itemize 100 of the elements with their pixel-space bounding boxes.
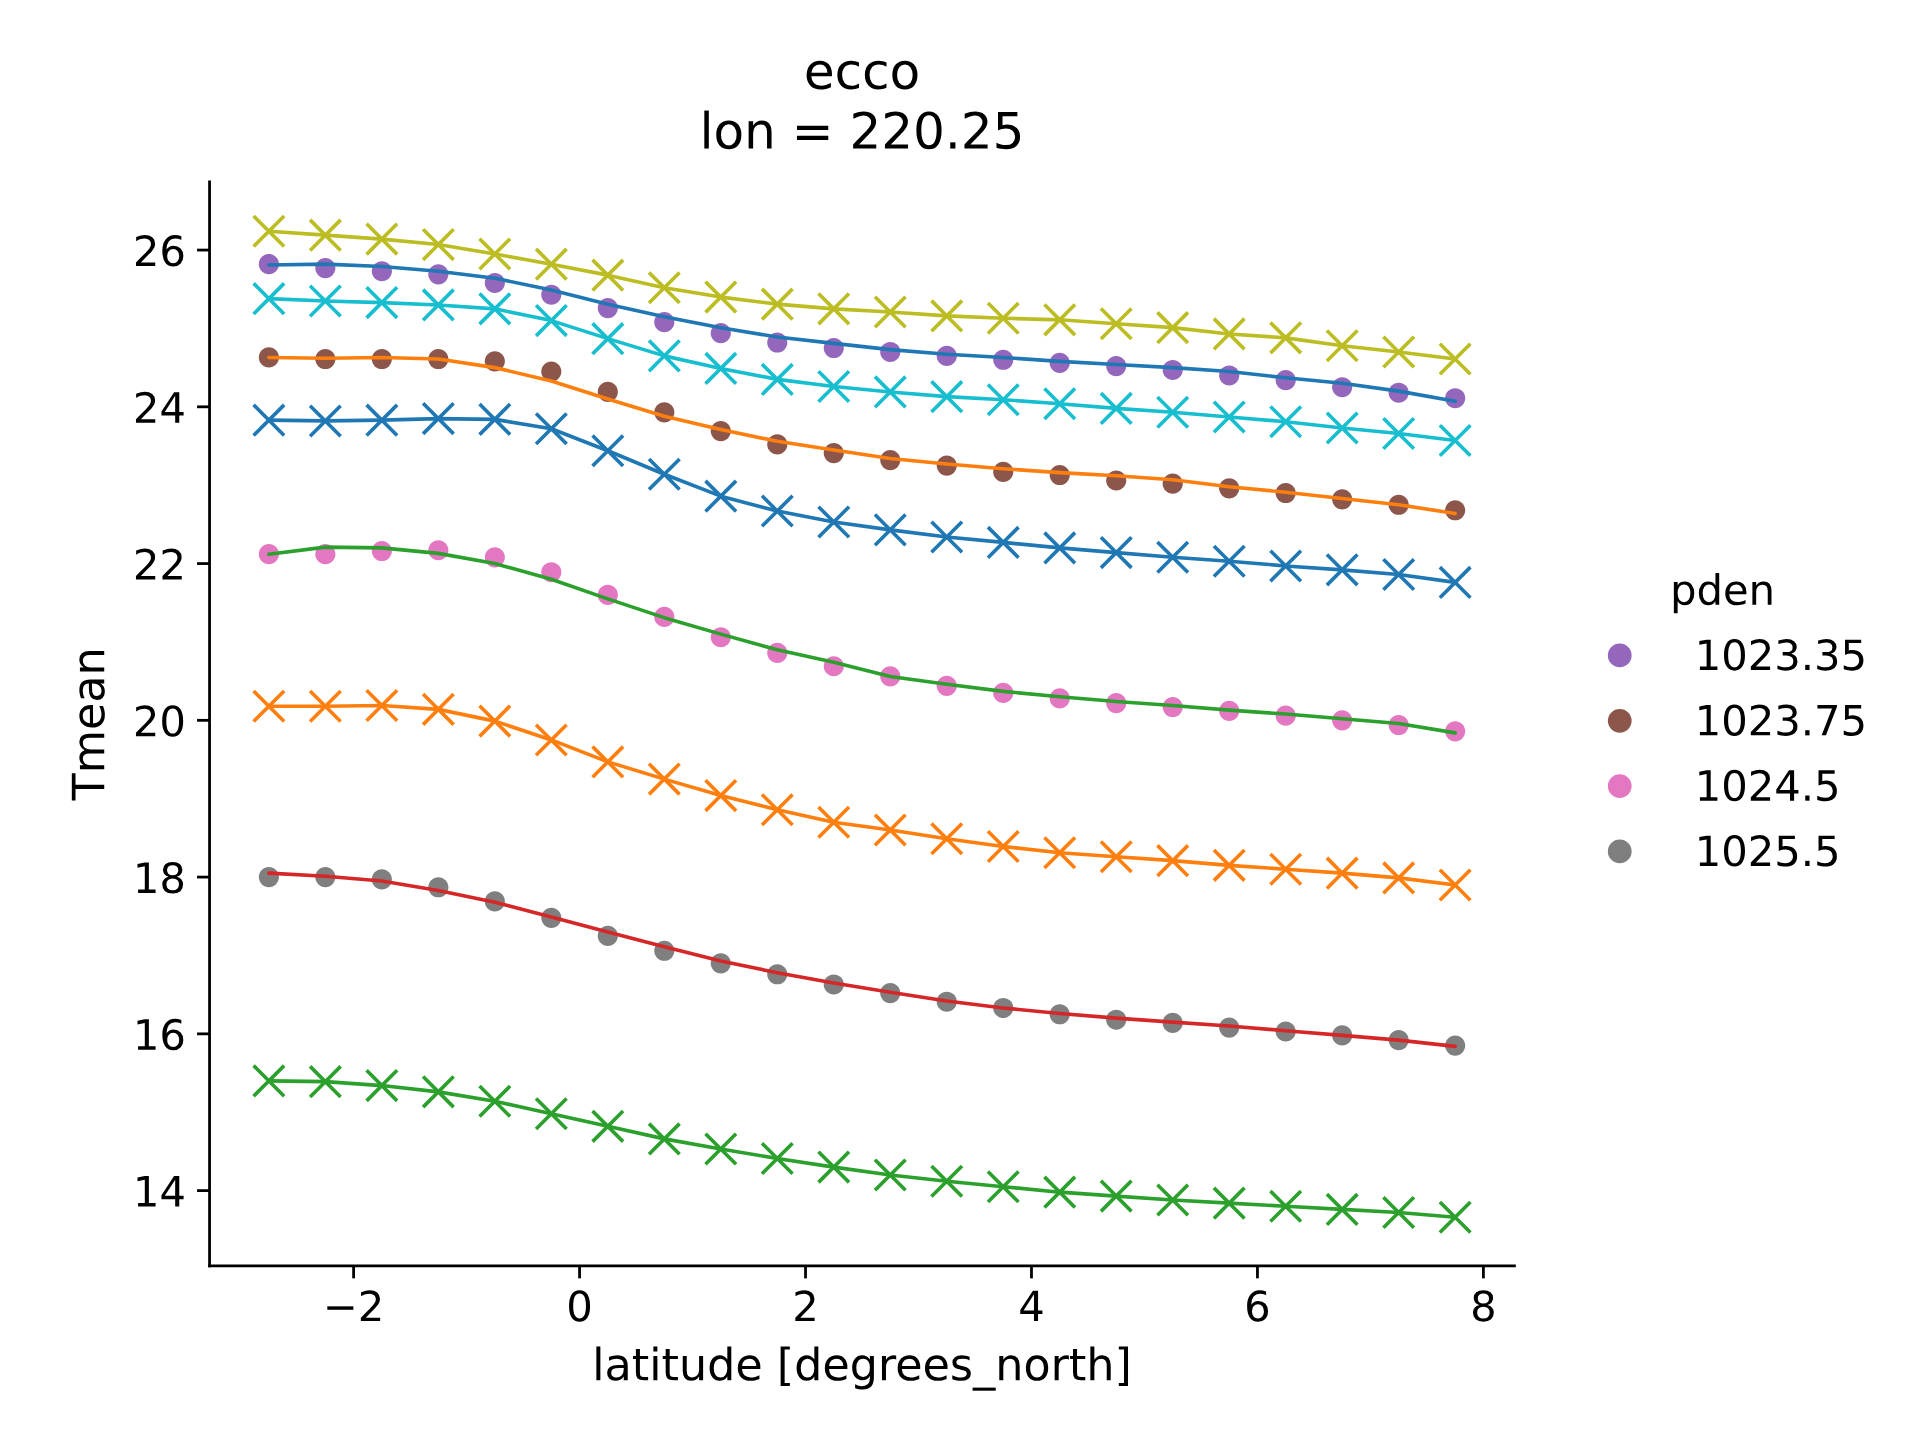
y-tick-label: 18 <box>137 862 184 894</box>
point <box>647 762 682 797</box>
point <box>1438 867 1473 903</box>
point <box>1381 860 1416 895</box>
point <box>1099 535 1134 570</box>
legend-label: 1023.35 <box>1699 639 1864 671</box>
point <box>1268 404 1303 439</box>
point <box>1381 557 1416 592</box>
point <box>1212 399 1247 435</box>
x-tick-label: 4 <box>1020 1290 1043 1322</box>
point <box>760 792 795 827</box>
point <box>251 689 286 724</box>
point <box>1155 540 1190 575</box>
point <box>760 1141 795 1176</box>
legend-label: 1024.5 <box>1699 769 1837 802</box>
point <box>1325 328 1360 363</box>
point <box>1212 848 1247 883</box>
point <box>308 1064 343 1099</box>
point <box>986 301 1021 336</box>
point <box>929 1164 964 1199</box>
y-tick-label: 24 <box>135 391 184 423</box>
point <box>986 525 1021 560</box>
point <box>308 218 343 253</box>
point <box>421 401 456 436</box>
point <box>590 433 625 468</box>
point <box>1325 552 1360 587</box>
point <box>251 1063 286 1098</box>
point <box>929 821 964 856</box>
point <box>703 351 738 386</box>
point <box>1099 306 1134 341</box>
y-tick-label: 26 <box>135 234 184 267</box>
point <box>1155 310 1190 345</box>
point <box>251 281 286 316</box>
point <box>308 283 343 319</box>
point <box>1325 410 1360 446</box>
point <box>1042 530 1077 565</box>
x-tick-label: 6 <box>1247 1290 1269 1322</box>
point <box>1155 1182 1190 1218</box>
point <box>1438 423 1473 458</box>
point <box>364 403 399 438</box>
point <box>816 1150 851 1185</box>
y-tick-label: 22 <box>135 548 182 580</box>
point <box>760 287 795 322</box>
point <box>873 294 908 330</box>
point <box>364 285 399 320</box>
x-tick-label: 0 <box>569 1290 591 1322</box>
x-tick-label: −2 <box>327 1290 381 1322</box>
point <box>364 222 399 257</box>
y-tick-label: 20 <box>135 705 184 737</box>
point <box>534 722 569 758</box>
y-tick-label: 16 <box>137 1018 184 1051</box>
point <box>1268 548 1303 584</box>
point <box>1042 386 1077 421</box>
point <box>1438 1200 1473 1235</box>
point <box>1381 334 1416 370</box>
point <box>873 374 908 410</box>
point <box>421 227 456 262</box>
chart-title: ecco lon = 220.25 <box>704 60 1021 150</box>
point <box>816 291 851 326</box>
y-tick-label: 14 <box>137 1176 184 1207</box>
point <box>477 236 512 272</box>
point <box>760 493 795 529</box>
point <box>251 403 286 438</box>
legend-title: pden <box>1673 573 1772 614</box>
point <box>477 704 512 739</box>
point <box>308 689 343 724</box>
point <box>929 519 964 555</box>
point <box>873 512 908 547</box>
point <box>1438 565 1473 600</box>
point <box>703 1131 738 1167</box>
point <box>703 280 738 315</box>
point <box>1325 856 1360 891</box>
point <box>816 369 851 404</box>
point <box>534 411 569 446</box>
point <box>1381 416 1416 451</box>
point <box>421 287 456 323</box>
point <box>816 805 851 840</box>
point <box>873 1157 908 1193</box>
x-tick-label: 8 <box>1472 1290 1494 1322</box>
point <box>647 338 682 373</box>
point <box>1438 341 1473 377</box>
point <box>986 382 1021 417</box>
point <box>477 291 512 326</box>
x-tick-label: 2 <box>795 1290 815 1322</box>
point <box>1155 395 1190 430</box>
point <box>364 1068 399 1103</box>
point <box>1268 1189 1303 1224</box>
point <box>590 1109 625 1144</box>
point <box>1268 852 1303 887</box>
point <box>647 457 682 492</box>
legend-label: 1023.75 <box>1699 704 1864 736</box>
point <box>1099 839 1134 874</box>
point <box>308 403 343 439</box>
point <box>421 692 456 727</box>
point <box>1212 1186 1247 1221</box>
point <box>647 1121 682 1156</box>
y-axis-title: Tmean <box>71 651 105 801</box>
point <box>1268 320 1303 355</box>
point <box>534 303 569 338</box>
point <box>1042 835 1077 870</box>
